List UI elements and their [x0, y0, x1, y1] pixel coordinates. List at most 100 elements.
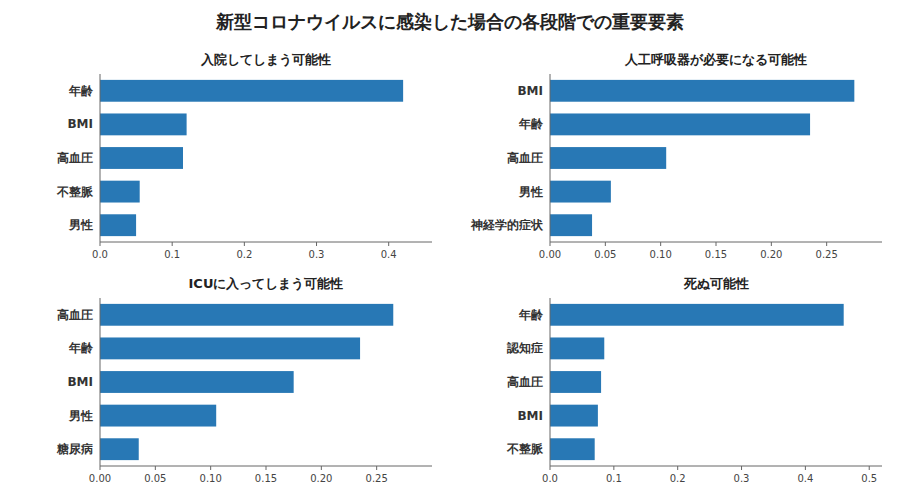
- tick-mark: [613, 466, 614, 470]
- tick-label: 0.00: [89, 473, 111, 484]
- tick-mark: [550, 242, 551, 246]
- bar: [100, 214, 136, 236]
- bars: [100, 304, 393, 460]
- tick-mark: [376, 466, 377, 470]
- tick-label: 0.25: [366, 473, 388, 484]
- bar: [550, 438, 595, 460]
- tick-label: 0.1: [164, 249, 180, 260]
- tick-mark: [771, 242, 772, 246]
- bar: [550, 214, 592, 236]
- tick-mark: [741, 466, 742, 470]
- bar: [550, 371, 601, 393]
- tick-mark: [716, 242, 717, 246]
- tick-mark: [677, 466, 678, 470]
- bar: [550, 147, 666, 169]
- bars: [550, 304, 844, 460]
- category-label: BMI: [517, 84, 543, 98]
- category-label: BMI: [67, 117, 93, 131]
- category-label: 認知症: [506, 341, 543, 355]
- tick-mark: [172, 242, 173, 246]
- bar: [550, 337, 604, 359]
- tick-mark: [869, 466, 870, 470]
- bar: [100, 438, 139, 460]
- tick-label: 0.0: [542, 473, 558, 484]
- subplot: 入院してしまう可能性年齢 BMI 高血圧不整脈男性 0.0 0.1 0.2 0.3 0.4: [56, 52, 432, 260]
- subplot: ICUに入ってしまう可能性高血圧年齢BMI男性糖尿病0.000.050.100.…: [56, 276, 432, 484]
- y-axis-line: [100, 74, 101, 242]
- bar: [550, 113, 810, 135]
- bars: [100, 80, 403, 236]
- y-axis-line: [550, 74, 551, 242]
- category-label: 神経学的症状: [470, 218, 544, 232]
- category-label: 不整脈: [506, 442, 544, 456]
- tick-label: 0.05: [594, 249, 616, 260]
- tick-mark: [266, 466, 267, 470]
- tick-mark: [100, 242, 101, 246]
- category-label: 高血圧: [507, 151, 543, 165]
- tick-label: 0.20: [760, 249, 782, 260]
- bar: [550, 181, 611, 203]
- tick-label: 0.15: [255, 473, 277, 484]
- tick-mark: [316, 242, 317, 246]
- tick-label: 0.20: [310, 473, 332, 484]
- tick-mark: [605, 242, 606, 246]
- tick-label: 0.10: [650, 249, 672, 260]
- category-label: 年齢: [518, 308, 544, 322]
- subplot: 死ぬ可能性年齢認知症高血圧 BMI 不整脈 0.0 0.1 0.2 0.3 0.4 0.5: [506, 276, 882, 484]
- figure-title: 新型コロナウイルスに感染した場合の各段階での重要要素: [215, 11, 684, 32]
- tick-mark: [550, 466, 551, 470]
- bar: [550, 304, 844, 326]
- tick-label: 0.25: [816, 249, 838, 260]
- category-label: 男性: [68, 218, 93, 232]
- category-label: 高血圧: [57, 151, 93, 165]
- category-label: 男性: [68, 409, 93, 423]
- category-label: BMI: [67, 375, 93, 389]
- category-label: 高血圧: [507, 375, 543, 389]
- subplot-title: 人工呼吸器が必要になる可能性: [624, 52, 807, 67]
- tick-mark: [210, 466, 211, 470]
- bar: [100, 405, 216, 427]
- category-label: 不整脈: [56, 185, 94, 199]
- category-label: 男性: [518, 185, 543, 199]
- bar: [550, 405, 598, 427]
- x-axis-line: [100, 242, 432, 243]
- subplot-title: ICUに入ってしまう可能性: [189, 276, 344, 291]
- subplot-title: 入院してしまう可能性: [200, 52, 331, 67]
- tick-mark: [155, 466, 156, 470]
- tick-label: 0.4: [381, 249, 397, 260]
- x-axis-line: [550, 466, 882, 467]
- tick-label: 0.3: [309, 249, 325, 260]
- bar: [100, 80, 403, 102]
- subplot-title: 死ぬ可能性: [683, 276, 749, 291]
- tick-mark: [826, 242, 827, 246]
- tick-label: 0.5: [861, 473, 877, 484]
- category-label: BMI: [517, 409, 543, 423]
- tick-mark: [321, 466, 322, 470]
- bar: [100, 147, 183, 169]
- bar: [100, 181, 140, 203]
- bar: [550, 80, 854, 102]
- category-label: 年齢: [68, 341, 94, 355]
- tick-label: 0.00: [539, 249, 561, 260]
- tick-label: 0.2: [670, 473, 686, 484]
- tick-label: 0.0: [92, 249, 108, 260]
- bar: [100, 113, 187, 135]
- tick-mark: [100, 466, 101, 470]
- subplot: 人工呼吸器が必要になる可能性BMI年齢高血圧男性神経学的症状0.000.050.…: [470, 52, 882, 260]
- y-axis-line: [550, 298, 551, 466]
- tick-label: 0.4: [797, 473, 813, 484]
- bars: [550, 80, 854, 236]
- y-axis-line: [100, 298, 101, 466]
- tick-label: 0.10: [200, 473, 222, 484]
- tick-label: 0.05: [144, 473, 166, 484]
- category-label: 年齢: [68, 84, 94, 98]
- tick-label: 0.3: [734, 473, 750, 484]
- bar: [100, 304, 393, 326]
- tick-mark: [244, 242, 245, 246]
- tick-label: 0.1: [606, 473, 622, 484]
- tick-label: 0.15: [705, 249, 727, 260]
- bar: [100, 337, 360, 359]
- tick-mark: [805, 466, 806, 470]
- chart-canvas: 新型コロナウイルスに感染した場合の各段階での重要要素入院してしまう可能性年齢 BM…: [0, 0, 900, 496]
- tick-label: 0.2: [236, 249, 252, 260]
